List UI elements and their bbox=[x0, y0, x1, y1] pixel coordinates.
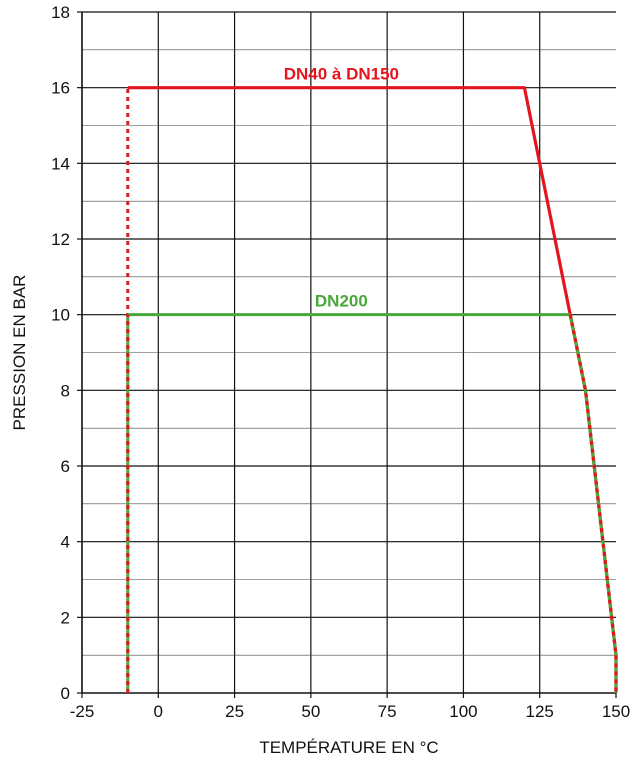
y-tick-labels: 0 2 4 6 8 10 12 14 16 18 bbox=[51, 3, 82, 703]
series-lines bbox=[126, 86, 618, 693]
y-tick-label: 12 bbox=[51, 230, 70, 249]
y-tick-label: 2 bbox=[61, 608, 70, 627]
dn200-label: DN200 bbox=[315, 292, 368, 311]
series-labels: DN40 à DN150 DN200 bbox=[284, 65, 399, 311]
x-tick-label: 0 bbox=[154, 702, 163, 721]
x-tick-label: 125 bbox=[526, 702, 554, 721]
x-tick-label: 150 bbox=[602, 702, 630, 721]
x-tick-label: -25 bbox=[70, 702, 95, 721]
y-tick-label: 10 bbox=[51, 306, 70, 325]
axes bbox=[81, 12, 616, 694]
y-tick-label: 8 bbox=[61, 381, 70, 400]
x-tick-label: 75 bbox=[378, 702, 397, 721]
y-tick-label: 0 bbox=[61, 684, 70, 703]
shared-descending-dash bbox=[568, 314, 618, 693]
x-axis-title: TEMPÉRATURE EN °C bbox=[259, 738, 438, 757]
y-tick-label: 6 bbox=[61, 457, 70, 476]
x-tick-label: 100 bbox=[449, 702, 477, 721]
x-tick-labels: -25 0 25 50 75 100 125 150 bbox=[70, 693, 630, 721]
y-tick-label: 14 bbox=[51, 154, 70, 173]
grid bbox=[82, 11, 616, 693]
dn40-dn150-label: DN40 à DN150 bbox=[284, 65, 399, 84]
x-tick-label: 50 bbox=[301, 702, 320, 721]
y-tick-label: 16 bbox=[51, 79, 70, 98]
y-tick-label: 18 bbox=[51, 3, 70, 22]
y-tick-label: 4 bbox=[61, 533, 70, 552]
x-tick-label: 25 bbox=[225, 702, 244, 721]
y-axis-title: PRESSION EN BAR bbox=[10, 275, 29, 431]
